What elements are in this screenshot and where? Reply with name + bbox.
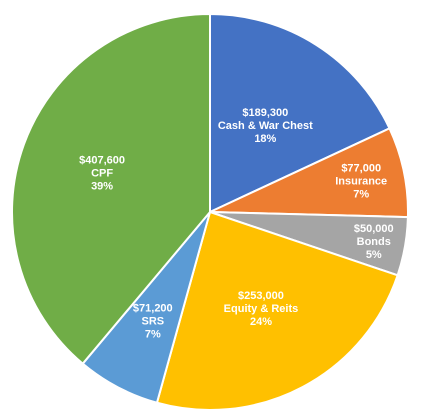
- data-label-cash-war-chest-percent-label: 18%: [254, 133, 276, 145]
- data-label-cpf-name-label: CPF: [91, 168, 113, 180]
- pie-slice-cpf: [10, 12, 211, 366]
- data-label-cash-war-chest-name-label: Cash & War Chest: [218, 120, 313, 132]
- data-label-srs-name-label: SRS: [141, 316, 164, 328]
- data-label-cpf-percent-label: 39%: [91, 181, 113, 193]
- pie-slice-cash-war-chest: [209, 12, 391, 214]
- slices-layer: [10, 12, 409, 411]
- data-label-cash-war-chest-value-label: $189,300: [242, 107, 288, 119]
- data-label-srs-percent-label: 7%: [145, 329, 161, 341]
- pie-slice-equity-reits: [155, 210, 399, 411]
- data-label-equity-reits-percent-label: 24%: [250, 316, 272, 328]
- data-label-cpf-value-label: $407,600: [79, 155, 125, 167]
- data-label-equity-reits-value-label: $253,000: [238, 290, 284, 302]
- data-label-bonds-value-label: $50,000: [354, 223, 394, 235]
- data-label-srs-value-label: $71,200: [133, 303, 173, 315]
- data-label-insurance-name-label: Insurance: [335, 176, 387, 188]
- data-label-insurance-percent-label: 7%: [353, 189, 369, 201]
- data-label-equity-reits-name-label: Equity & Reits: [224, 303, 299, 315]
- data-label-bonds-percent-label: 5%: [366, 249, 382, 261]
- data-label-bonds-name-label: Bonds: [357, 236, 391, 248]
- data-label-insurance-value-label: $77,000: [341, 163, 381, 175]
